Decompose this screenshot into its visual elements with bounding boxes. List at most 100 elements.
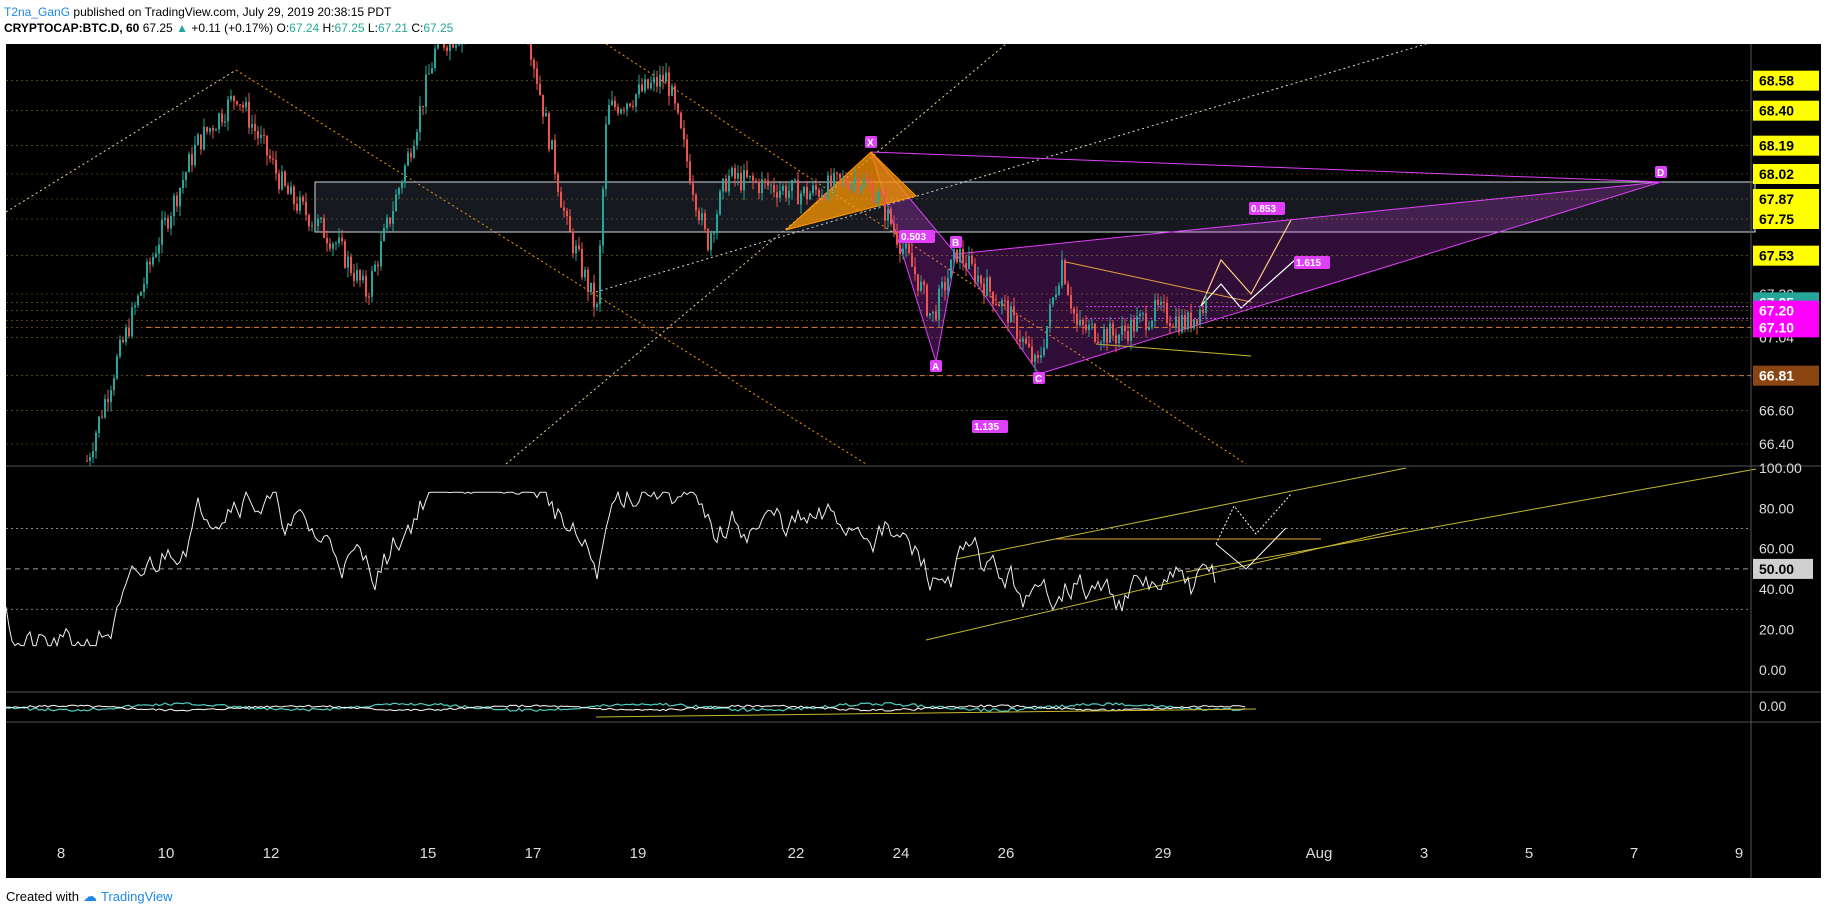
candle-body [662,74,664,83]
candle-body [446,47,448,51]
candle-body [461,44,463,45]
candle-body [293,186,295,204]
candle-body [170,216,172,229]
open-value: 67.24 [289,21,320,35]
osc-trendline [595,708,1257,718]
candle-body [383,228,385,241]
price-badge-label: 68.02 [1759,166,1794,182]
candle-body [545,113,547,117]
candle-body [902,248,904,254]
candle-body [350,256,352,273]
candle-body [434,48,436,69]
osc-signal-line [6,704,1246,712]
high-value: 67.25 [334,21,365,35]
candle-body [1070,295,1072,309]
x-tick-label: 29 [1155,845,1172,862]
candle-body [1109,323,1111,343]
candle-body [938,288,940,320]
candle-body [1097,341,1099,343]
candle-body [863,179,865,187]
chart-svg[interactable]: 67.3067.1467.0466.6066.4068.5868.4068.19… [6,44,1821,878]
candle-body [407,152,409,166]
candle-body [206,126,208,132]
author-name[interactable]: T2na_GanG [4,5,71,19]
candle-body [1178,316,1180,333]
candle-body [1049,304,1051,327]
candle-body [674,86,676,104]
low-value: 67.21 [377,21,408,35]
price-badge [1753,70,1819,91]
candle-body [161,219,163,245]
candle-body [1142,313,1144,315]
x-tick-label: 5 [1525,845,1533,862]
candle-body [689,161,691,184]
price-badge-label: 66.81 [1759,368,1794,384]
candle-body [596,304,598,307]
candle-body [980,275,982,284]
candle-body [1007,300,1009,323]
candle-body [737,173,739,179]
candle-body [1106,328,1108,343]
rsi-current-badge [1753,558,1813,579]
candle-body [986,277,988,297]
x-tick-label: 22 [788,845,805,862]
candle-body [131,307,133,337]
candle-body [443,44,445,48]
candle-body [890,208,892,225]
candle-body [1001,300,1003,307]
candle-body [323,217,325,238]
x-tick-label: 26 [998,845,1015,862]
candle-body [374,264,376,272]
candle-body [101,416,103,418]
candle-body [767,180,769,186]
candle-body [695,194,697,211]
candle-body [320,217,322,219]
candle-body [575,245,577,254]
candle-body [983,283,985,297]
candle-body [1133,319,1135,332]
x-tick-label: 19 [630,845,647,862]
candle-body [269,155,271,159]
candle-body [587,269,589,292]
candle-body [728,175,730,192]
x-tick-label: 24 [893,845,910,862]
candle-body [572,231,574,254]
candle-body [917,274,919,291]
candle-body [557,174,559,192]
candle-body [1190,312,1192,329]
candle-body [605,124,607,190]
candle-body [335,243,337,245]
candle-body [881,192,883,195]
candle-body [566,210,568,217]
candle-body [686,139,688,162]
candle-body [968,255,970,269]
candle-body [239,104,241,106]
candle-body [701,213,703,221]
ratio-label: 1.615 [1296,258,1321,269]
low-label: L: [367,21,378,35]
footer-brand[interactable]: TradingView [100,889,173,904]
candle-body [629,103,631,106]
candle-body [1010,306,1012,323]
candle-body [821,195,823,197]
candle-body [431,68,433,74]
candle-body [332,243,334,249]
candle-body [923,281,925,286]
candle-body [455,44,457,48]
price-badge [1753,365,1819,386]
candle-body [242,104,244,108]
candle-body [209,128,211,132]
candle-body [908,243,910,253]
candle-body [800,193,802,205]
candle-body [953,249,955,260]
candle-body [296,203,298,211]
candle-body [386,217,388,229]
chart-area[interactable]: 67.3067.1467.0466.6066.4068.5868.4068.19… [6,44,1821,878]
candle-body [329,243,331,249]
candle-body [263,134,265,136]
candle-body [1043,347,1045,356]
candle-body [197,134,199,145]
candle-body [326,237,328,244]
candle-body [734,167,736,179]
candle-body [140,291,142,296]
